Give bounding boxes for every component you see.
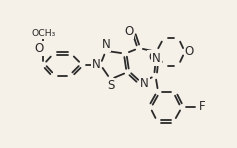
Text: O: O — [185, 45, 194, 58]
Text: O: O — [124, 25, 133, 38]
Text: N: N — [140, 77, 149, 90]
Text: O: O — [34, 42, 43, 55]
Text: N: N — [91, 58, 100, 71]
Text: OCH₃: OCH₃ — [31, 29, 55, 38]
Text: O: O — [148, 51, 157, 64]
Text: S: S — [107, 79, 114, 92]
Text: F: F — [199, 100, 205, 113]
Text: N: N — [152, 52, 161, 65]
Text: N: N — [101, 38, 110, 51]
